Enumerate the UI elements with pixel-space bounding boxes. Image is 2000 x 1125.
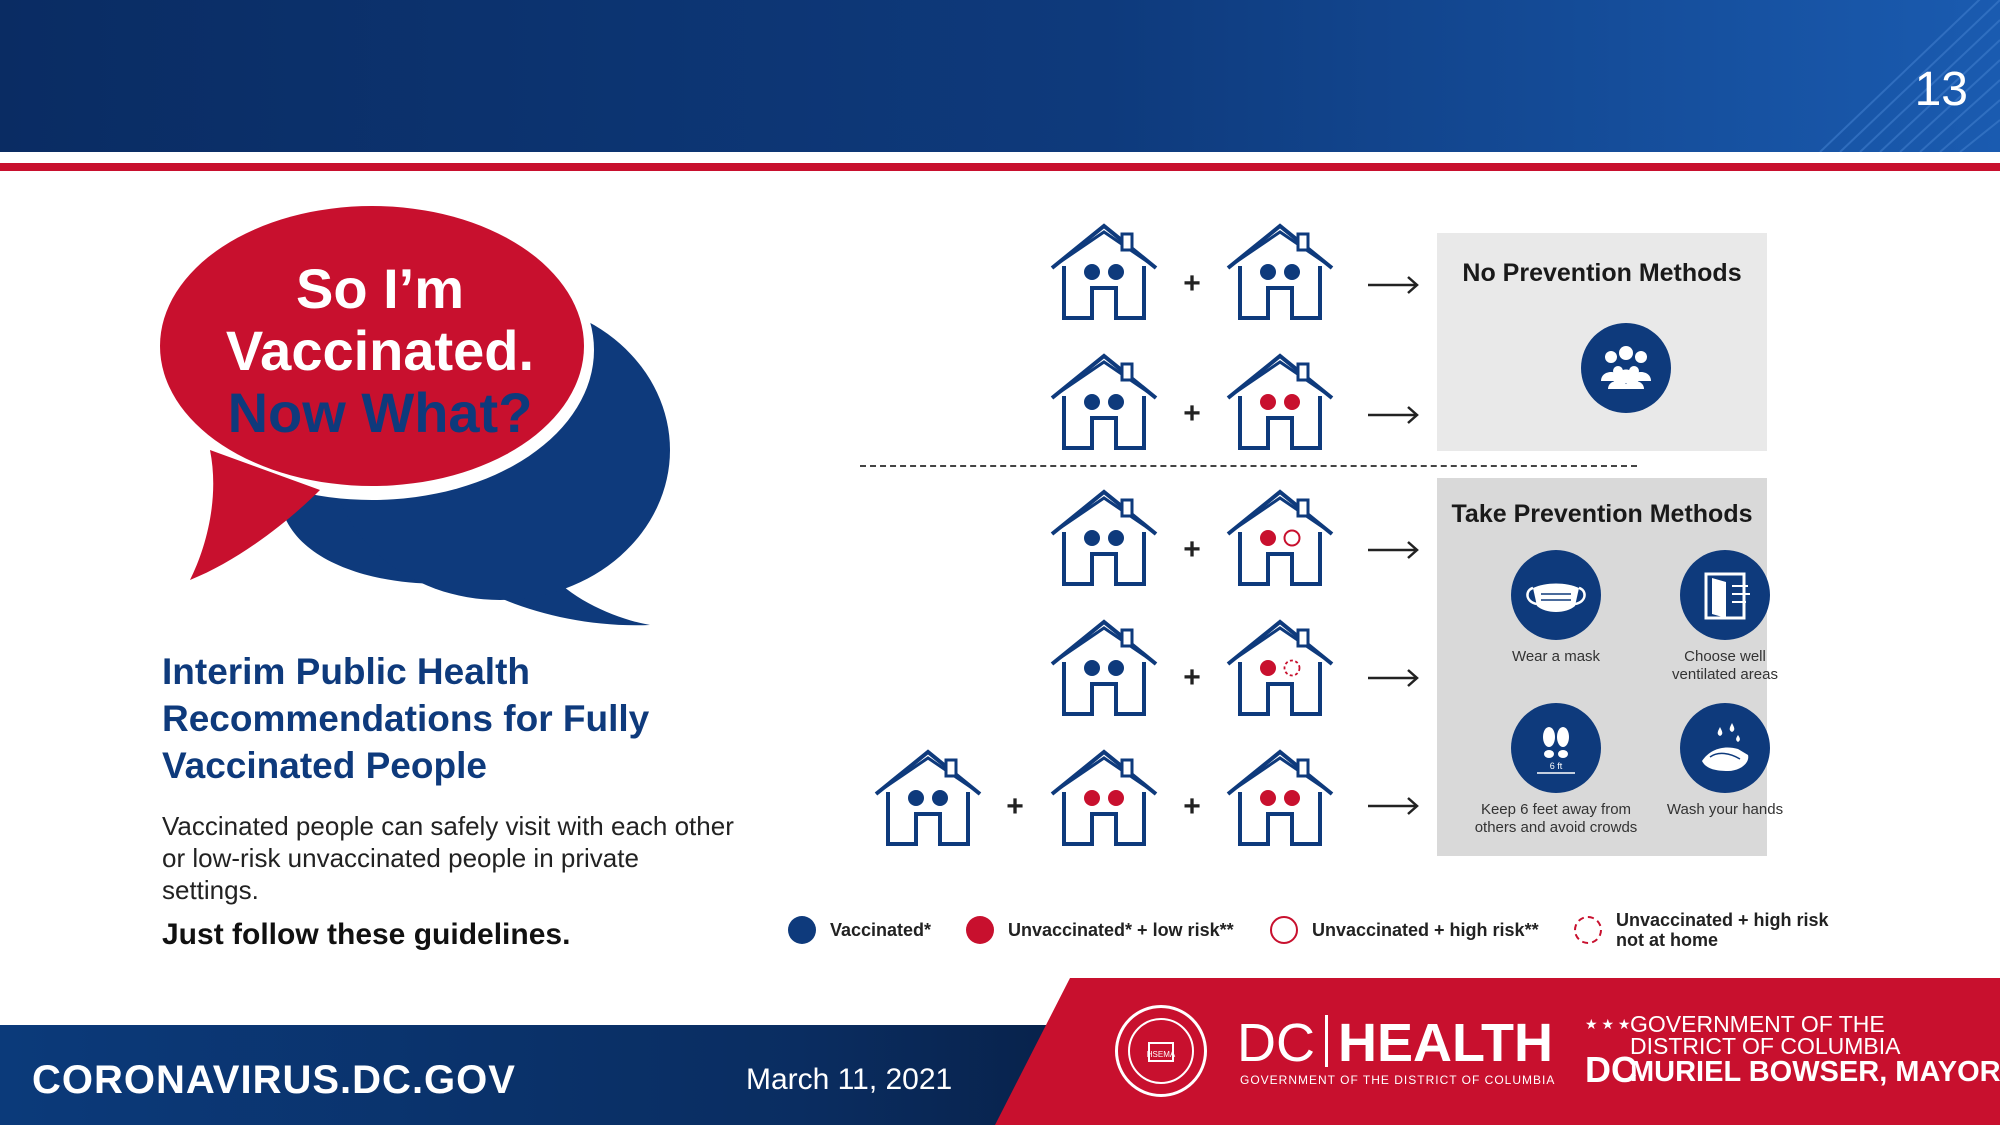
legend-item-unvaccinated-low: Unvaccinated* + low risk** — [966, 910, 1234, 950]
dc-health-dc: DC — [1237, 1013, 1315, 1073]
legend-item-unvaccinated-high-not-home: Unvaccinated + high risk not at home — [1574, 910, 1829, 950]
header-white-rule — [0, 152, 2000, 160]
bubble-line-vaccinated: Vaccinated. — [225, 319, 535, 382]
plus-sign: + — [1183, 790, 1201, 823]
house-icon — [1050, 750, 1158, 846]
bubble-headline: So I’m Vaccinated. Now What? — [150, 258, 610, 444]
plus-sign: + — [1006, 790, 1024, 823]
open-window-icon — [1680, 550, 1770, 640]
section-divider — [860, 465, 1637, 467]
mask-label-line: Wear a mask — [1511, 648, 1601, 665]
recommendation-title-line: Vaccinated People — [162, 745, 487, 786]
gov-line: GOVERNMENT OF THE — [1630, 1011, 1885, 1037]
legend-unvaccinated-not-home-dot — [1574, 916, 1602, 944]
wash-hands-icon — [1680, 703, 1770, 793]
footer-website-link[interactable]: CORONAVIRUS.DC.GOV — [32, 1058, 516, 1102]
house-icon — [1050, 354, 1158, 450]
arrow-right-icon — [1368, 797, 1419, 815]
footer-date: March 11, 2021 — [746, 1063, 953, 1096]
wash-hands-label: Wash your hands — [1640, 801, 1810, 819]
legend-item-vaccinated: Vaccinated* — [788, 910, 931, 950]
bubble-line-so-im: So I’m — [295, 257, 465, 320]
house-icon — [1226, 490, 1334, 586]
dc-health-subtitle: GOVERNMENT OF THE DISTRICT OF COLUMBIA — [1240, 1073, 1556, 1087]
group-people-icon — [1581, 323, 1671, 413]
header-red-rule — [0, 163, 2000, 171]
arrow-right-icon — [1368, 669, 1419, 687]
legend-unvaccinated-high-dot — [1270, 916, 1298, 944]
legend-unvaccinated-not-home-label: Unvaccinated + high risk not at home — [1616, 910, 1829, 950]
arrow-right-icon — [1368, 406, 1419, 424]
no-prevention-panel: No Prevention Methods — [1437, 233, 1767, 451]
header-stripes-decoration — [1819, 0, 2000, 152]
legend-not-home-line: not at home — [1616, 930, 1718, 950]
legend-unvaccinated-low-label: Unvaccinated* + low risk** — [1008, 920, 1234, 940]
house-icon — [1226, 354, 1334, 450]
recommendation-cta: Just follow these guidelines. — [162, 918, 571, 951]
recommendation-title-line: Interim Public Health — [162, 651, 531, 692]
mask-label: Wear a mask — [1471, 648, 1641, 666]
house-icon — [1226, 620, 1334, 716]
ventilation-label-line: Choose well — [1684, 648, 1766, 665]
house-icon — [1226, 224, 1334, 320]
recommendation-title-line: Recommendations for Fully — [162, 698, 650, 739]
arrow-right-icon — [1368, 276, 1419, 294]
arrow-right-icon — [1368, 541, 1419, 559]
legend-not-home-line: Unvaccinated + high risk — [1616, 910, 1829, 930]
government-logo: GOVERNMENT OF THE DISTRICT OF COLUMBIA M… — [1630, 1011, 2000, 1088]
take-prevention-title: Take Prevention Methods — [1451, 500, 1753, 528]
seal-text: HSEMA — [1147, 1050, 1176, 1059]
house-icon — [1050, 620, 1158, 716]
legend-unvaccinated-low-dot — [966, 916, 994, 944]
slide-number: 13 — [1914, 63, 1968, 116]
take-prevention-panel: Take Prevention Methods Wear a mask Choo… — [1437, 478, 1783, 856]
gov-line: DISTRICT OF COLUMBIA — [1630, 1033, 1901, 1059]
distance-label-line: Keep 6 feet away from — [1480, 801, 1632, 818]
legend-unvaccinated-high-label: Unvaccinated + high risk** — [1312, 920, 1539, 940]
plus-sign: + — [1183, 533, 1201, 566]
plus-sign: + — [1183, 267, 1201, 300]
house-icon — [1050, 490, 1158, 586]
bubble-line-now-what: Now What? — [227, 381, 533, 444]
plus-sign: + — [1183, 661, 1201, 694]
header-bar: 13 — [0, 0, 2000, 152]
legend-item-unvaccinated-high: Unvaccinated + high risk** — [1270, 910, 1539, 950]
dc-flag-stars-icon: ★ ★ ★ — [1585, 1016, 1631, 1032]
footprints-6ft-icon: 6 ft — [1511, 703, 1601, 793]
distance-label: Keep 6 feet away from others and avoid c… — [1471, 801, 1641, 837]
distance-label-line: others and avoid crowds — [1474, 819, 1638, 836]
recommendation-title: Interim Public Health Recommendations fo… — [162, 648, 722, 789]
ventilation-label-line: ventilated areas — [1672, 666, 1778, 683]
wash-hands-label-line: Wash your hands — [1666, 801, 1784, 818]
six-feet-text: 6 ft — [1550, 761, 1563, 771]
house-icon — [1050, 224, 1158, 320]
legend-vaccinated-dot — [788, 916, 816, 944]
no-prevention-title: No Prevention Methods — [1462, 259, 1742, 287]
plus-sign: + — [1183, 397, 1201, 430]
face-mask-icon — [1511, 550, 1601, 640]
recommendation-body: Vaccinated people can safely visit with … — [162, 811, 734, 905]
house-icon — [1226, 750, 1334, 846]
house-icon — [874, 750, 982, 846]
gov-mayor: MURIEL BOWSER, MAYOR — [1630, 1056, 2000, 1088]
dc-health-health: HEALTH — [1338, 1013, 1553, 1073]
hsema-seal-logo: HSEMA — [1115, 1005, 1207, 1097]
ventilation-label: Choose well ventilated areas — [1640, 648, 1810, 684]
speech-bubbles-graphic — [150, 200, 670, 626]
dc-health-logo: DC HEALTH — [1237, 1012, 1553, 1074]
legend-vaccinated-label: Vaccinated* — [830, 920, 932, 940]
gov-dc-mark: DC — [1585, 1049, 1637, 1090]
